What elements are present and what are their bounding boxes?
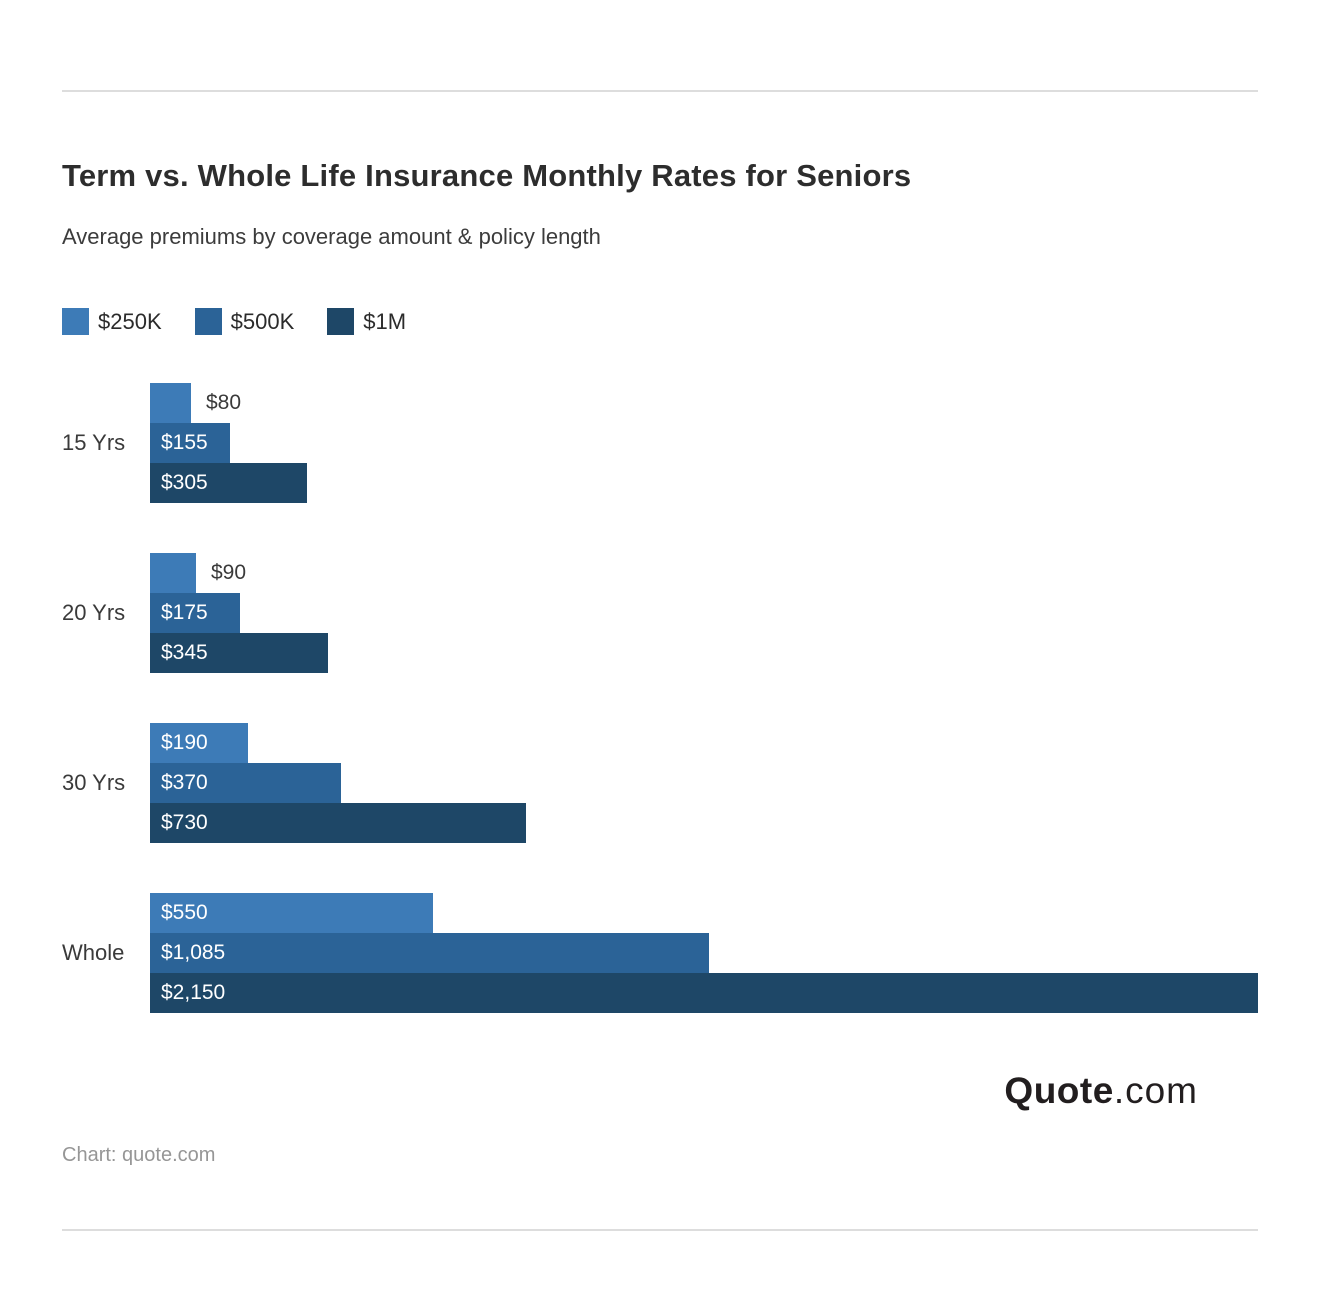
bar-value-label: $730 [161, 811, 208, 834]
category-label: 30 Yrs [62, 770, 126, 795]
bar-500k-20-yrs: $175 [150, 593, 240, 633]
bar-value-label: $550 [161, 901, 208, 924]
category-label: 15 Yrs [62, 430, 126, 455]
bar-group-15-yrs: 15 Yrs $80 $155 $305 [0, 383, 1320, 503]
bar-group-30-yrs: 30 Yrs $190 $370 $730 [0, 723, 1320, 843]
bar-250k-20-yrs: $90 [150, 553, 246, 593]
legend-swatch-icon [194, 308, 222, 335]
logo-rest-text: .com [1113, 1070, 1198, 1111]
legend: $250K $500K $1M [62, 308, 406, 335]
logo-bold-text: Quote [1004, 1070, 1114, 1111]
bar-group-20-yrs: 20 Yrs $90 $175 $345 [0, 553, 1320, 673]
chart-byline: Chart: quote.com [62, 1144, 216, 1166]
bar-value-label: $370 [161, 771, 208, 794]
bar-value-label: $2,150 [161, 981, 226, 1004]
bar-500k-whole: $1,085 [150, 933, 709, 973]
bar-value-label: $345 [161, 641, 208, 664]
legend-swatch-icon [327, 308, 355, 335]
bar-500k-15-yrs: $155 [150, 423, 230, 463]
legend-item-1m: $1M [327, 308, 406, 335]
bottom-divider [62, 1229, 1258, 1231]
chart-subtitle: Average premiums by coverage amount & po… [62, 224, 601, 249]
category-label: 20 Yrs [62, 600, 126, 625]
bar-250k-15-yrs: $80 [150, 383, 241, 423]
top-divider [62, 90, 1258, 92]
bar-group-whole: Whole $550 $1,085 $2,150 [0, 893, 1320, 1013]
bar-1m-20-yrs: $345 [150, 633, 328, 673]
bar-250k-30-yrs: $190 [150, 723, 248, 763]
bar-1m-30-yrs: $730 [150, 803, 526, 843]
category-label: Whole [62, 940, 125, 965]
legend-swatch-icon [62, 308, 89, 335]
bar-value-label: $155 [161, 431, 208, 454]
bar-chart: 15 Yrs $80 $155 $305 20 Yrs $90 $175 $345 30 Yrs… [0, 383, 1320, 1023]
bar-value-label: $305 [161, 471, 208, 494]
bar-value-label: $1,085 [161, 941, 226, 964]
legend-item-250k: $250K [62, 308, 162, 335]
bar-value-label: $90 [211, 561, 247, 584]
legend-label: $500K [230, 308, 295, 334]
legend-label: $250K [98, 308, 162, 334]
bar-value-label: $175 [161, 601, 208, 624]
chart-title: Term vs. Whole Life Insurance Monthly Ra… [62, 158, 912, 193]
bar-1m-whole: $2,150 [150, 973, 1258, 1013]
quote-com-logo: Quote.com [1004, 1070, 1198, 1112]
bar-1m-15-yrs: $305 [150, 463, 307, 503]
bar-500k-30-yrs: $370 [150, 763, 341, 803]
bar-value-label: $190 [161, 731, 208, 754]
legend-label: $1M [363, 308, 407, 334]
legend-item-500k: $500K [194, 308, 295, 335]
bar-250k-whole: $550 [150, 893, 433, 933]
bar-value-label: $80 [206, 391, 242, 414]
